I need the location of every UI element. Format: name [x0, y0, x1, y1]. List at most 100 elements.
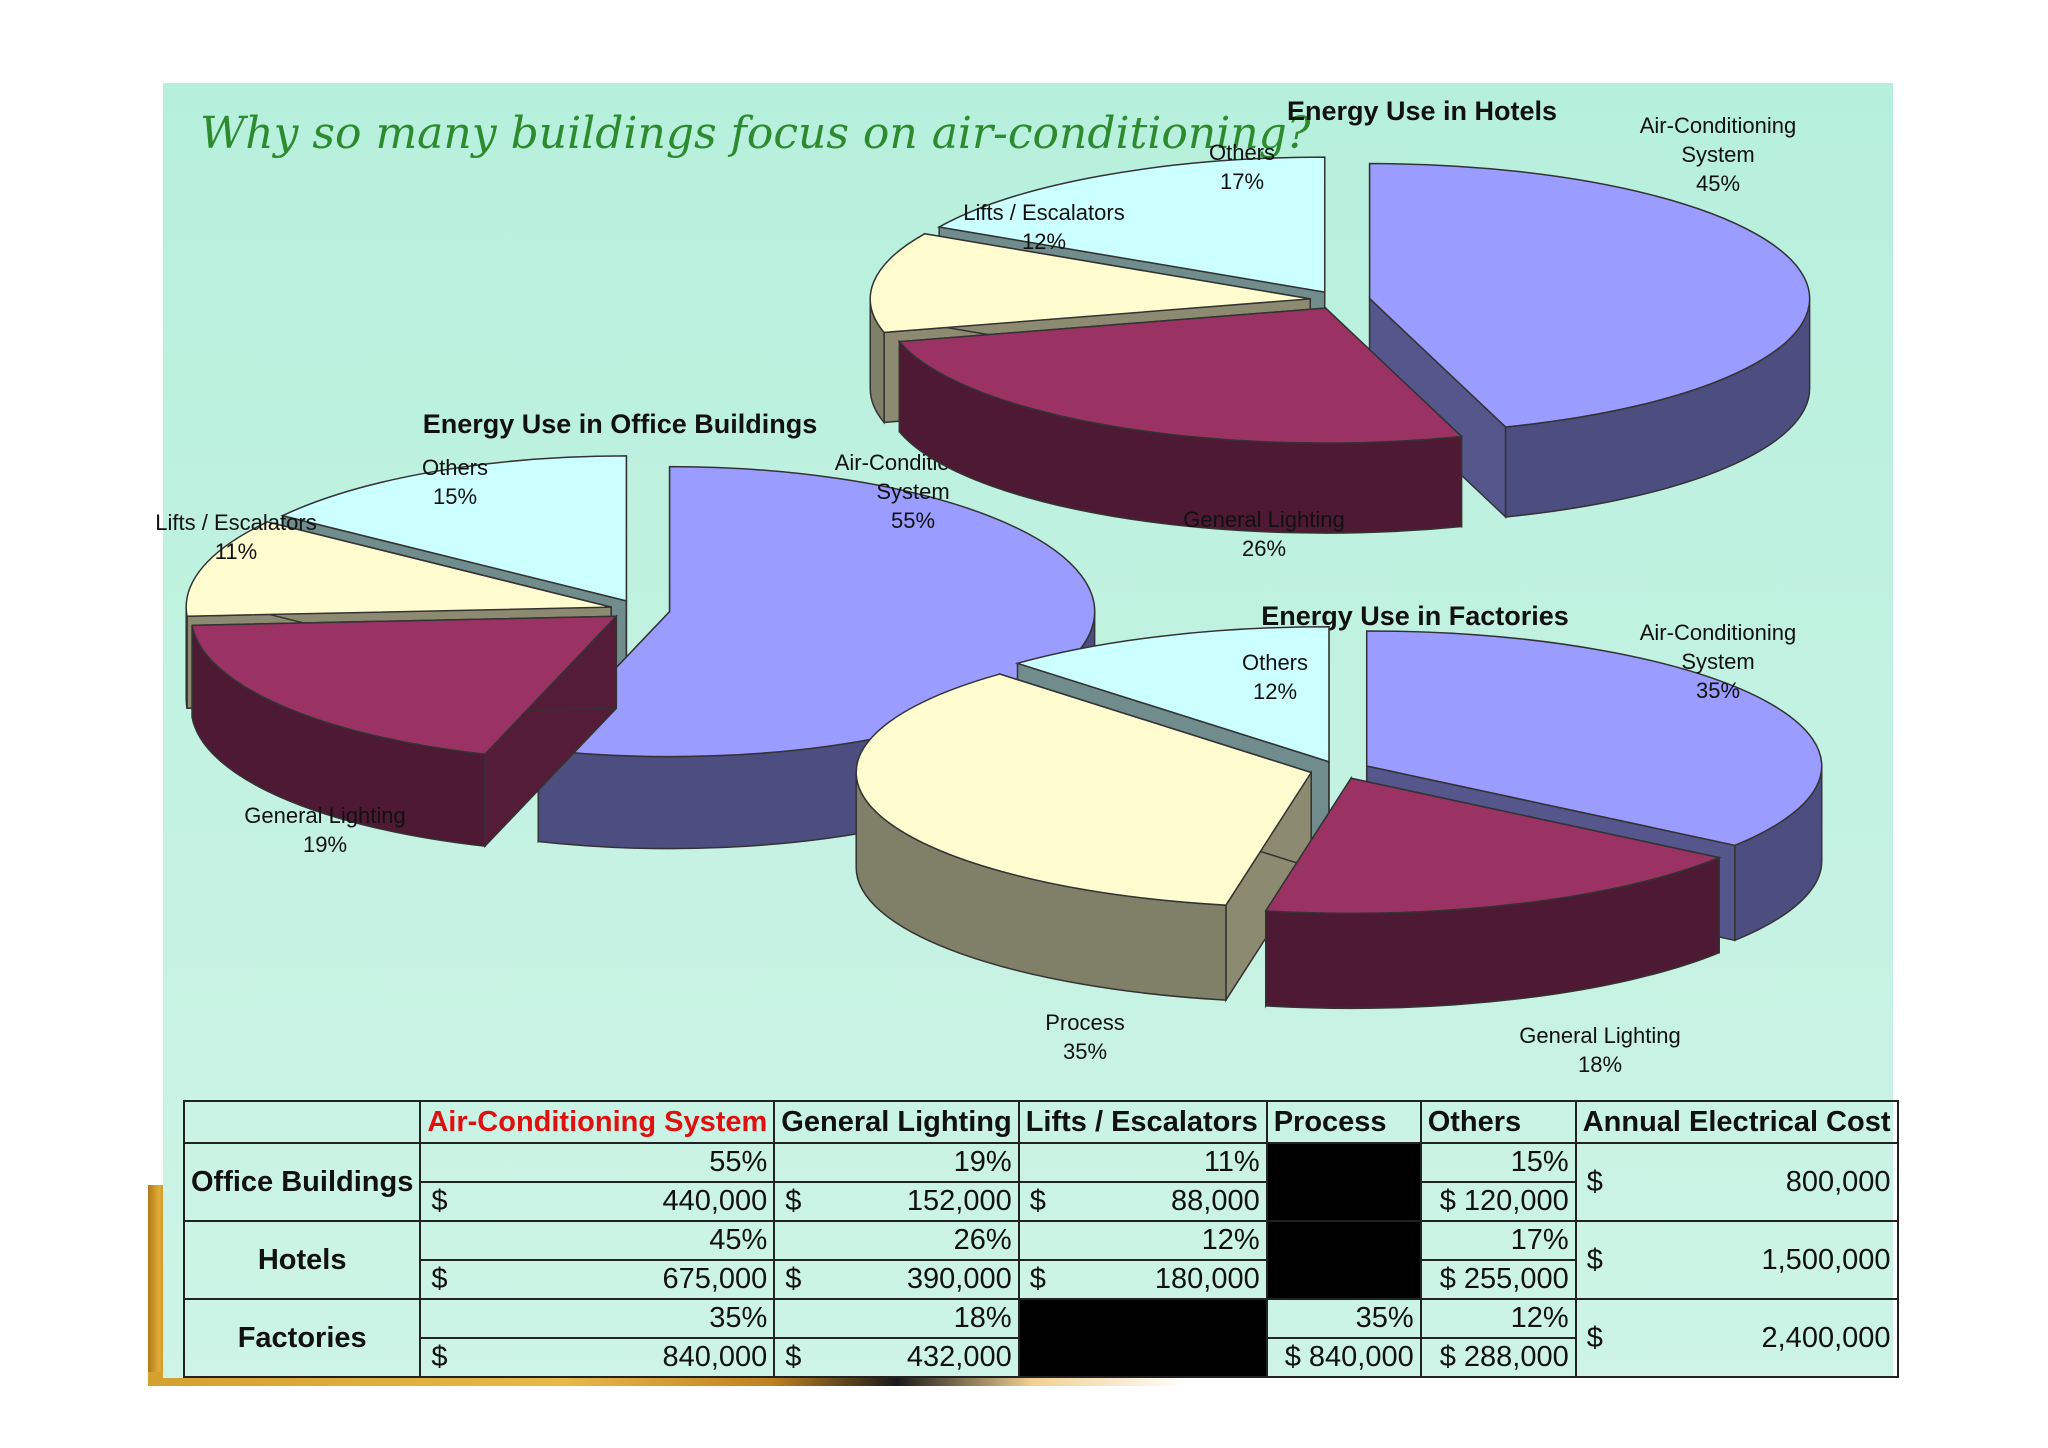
annual-cost-value: 1,500,000	[1761, 1243, 1891, 1276]
pie-slice-air-conditioning-system	[1368, 162, 1811, 519]
hotels-pie-slices: Air-Conditioning System 45% General Lightin…	[869, 113, 1811, 561]
pie-label-others: Others 15%	[422, 455, 488, 509]
cell-annual-cost: $800,000	[1574, 1142, 1899, 1222]
cell-gl-pct: 26%	[773, 1220, 1020, 1261]
le-cost-value: 88,000	[1171, 1185, 1260, 1217]
pie-label-others: Others 17%	[1209, 140, 1275, 194]
hotels-pie-chart: Energy Use in Hotels Air-Conditioning Sys…	[869, 96, 1811, 561]
pie-label-percent: 45%	[1696, 171, 1740, 196]
pie-slice-top-face	[191, 615, 619, 755]
currency-sign: $	[431, 1185, 448, 1217]
cell-others-cost: $ 288,000	[1419, 1337, 1577, 1378]
pie-slice-process	[855, 673, 1313, 1003]
pie-slice-general-lighting	[897, 306, 1464, 534]
cell-annual-cost: $1,500,000	[1574, 1220, 1899, 1300]
gl-cost-value: 390,000	[906, 1263, 1012, 1295]
table-row: $840,000 $432,000 $ 840,000 $ 288,000	[184, 1337, 1898, 1378]
pie-label-general-lighting: General Lighting 18%	[1519, 1023, 1680, 1077]
pie-label-text: Air-Conditioning	[1640, 620, 1797, 645]
table-row: Hotels 45% 26% 12% 17% $1,500,000	[182, 1220, 1899, 1300]
pie-label-percent: 17%	[1220, 169, 1264, 194]
table-header-others: Others	[1419, 1100, 1577, 1144]
gl-cost-value: 432,000	[906, 1341, 1012, 1373]
cell-process-na	[1265, 1220, 1422, 1300]
cell-le-pct: 12%	[1017, 1220, 1268, 1261]
pie-label-percent: 18%	[1578, 1052, 1622, 1077]
table-row: Factories 35% 18% 35% 12% $2,400,000	[182, 1298, 1899, 1378]
pie-label-text: System	[1681, 142, 1754, 167]
currency-sign: $	[785, 1185, 802, 1217]
row-label-factories: Factories	[182, 1298, 422, 1378]
pie-slice-outer-wall	[185, 607, 188, 709]
currency-sign: $	[1029, 1263, 1046, 1295]
currency-sign: $	[785, 1341, 802, 1373]
ac-cost-value: 675,000	[662, 1263, 768, 1295]
pie-label-air-conditioning-system: Air-Conditioning System 45%	[1640, 113, 1797, 196]
pie-label-others: Others 12%	[1242, 650, 1308, 704]
table-row: $440,000 $152,000 $88,000 $ 120,000	[184, 1181, 1898, 1222]
pie-label-percent: 55%	[891, 508, 935, 533]
cell-gl-cost: $152,000	[773, 1181, 1020, 1222]
pie-label-percent: 12%	[1253, 679, 1297, 704]
pie-label-text: System	[876, 479, 949, 504]
pie-label-general-lighting: General Lighting 26%	[1183, 507, 1344, 561]
table-header-air-conditioning: Air-Conditioning System	[419, 1100, 776, 1144]
cell-process-cost: $ 840,000	[1265, 1337, 1422, 1378]
table-row: Office Buildings 55% 19% 11% 15% $800,00…	[182, 1142, 1899, 1222]
pie-label-percent: 35%	[1063, 1039, 1107, 1064]
table-header-empty	[182, 1100, 422, 1144]
gl-cost-value: 152,000	[906, 1185, 1012, 1217]
pie-slice-top-face	[1365, 630, 1823, 847]
currency-sign: $	[1586, 1165, 1603, 1198]
pie-slice-top-face	[1264, 777, 1722, 915]
pie-slice-top-face	[869, 233, 1311, 334]
cell-gl-cost: $390,000	[773, 1259, 1020, 1300]
energy-cost-table: Air-Conditioning System General Lighting…	[182, 1100, 1899, 1378]
cell-ac-cost: $675,000	[419, 1259, 776, 1300]
factories-pie-chart: Energy Use in Factories Air-Conditioning…	[855, 601, 1823, 1077]
factories-chart-title: Energy Use in Factories	[1261, 601, 1569, 631]
pie-label-percent: 15%	[433, 484, 477, 509]
cell-annual-cost: $2,400,000	[1574, 1298, 1899, 1378]
pie-label-percent: 26%	[1242, 536, 1286, 561]
currency-sign: $	[1586, 1321, 1603, 1354]
pie-slice-general-lighting	[1264, 775, 1722, 1010]
cell-others-cost: $ 120,000	[1419, 1181, 1577, 1222]
ac-cost-value: 440,000	[662, 1185, 768, 1217]
hotels-chart-title: Energy Use in Hotels	[1287, 96, 1557, 126]
cell-process-na	[1265, 1142, 1422, 1222]
pie-slice-top-face	[936, 156, 1326, 293]
table-header-row: Air-Conditioning System General Lighting…	[182, 1100, 1899, 1144]
annual-cost-value: 2,400,000	[1761, 1321, 1891, 1354]
pie-label-lifts-escalators: Lifts / Escalators 12%	[963, 200, 1124, 254]
pie-label-text: Air-Conditioning	[1640, 113, 1797, 138]
pie-slice-top-face	[1368, 162, 1811, 428]
cell-ac-pct: 55%	[419, 1142, 776, 1183]
pie-slice-top-face	[536, 465, 1096, 758]
cell-gl-pct: 19%	[773, 1142, 1020, 1183]
cell-others-cost: $ 255,000	[1419, 1259, 1577, 1300]
cell-ac-pct: 45%	[419, 1220, 776, 1261]
currency-sign: $	[785, 1263, 802, 1295]
pie-label-text: Others	[1209, 140, 1275, 165]
pie-label-percent: 19%	[303, 832, 347, 857]
cell-others-pct: 15%	[1419, 1142, 1577, 1183]
pie-label-text: Others	[422, 455, 488, 480]
pie-slice-top-face	[855, 673, 1313, 906]
pie-label-text: General Lighting	[1183, 507, 1344, 532]
pie-label-process: Process 35%	[1045, 1010, 1124, 1064]
pie-label-text: Lifts / Escalators	[963, 200, 1124, 225]
table-header-general-lighting: General Lighting	[773, 1100, 1020, 1144]
pie-label-text: General Lighting	[1519, 1023, 1680, 1048]
pie-slice-top-face	[185, 521, 612, 618]
annual-cost-value: 800,000	[1785, 1165, 1891, 1198]
table-header-annual-cost: Annual Electrical Cost	[1574, 1100, 1899, 1144]
currency-sign: $	[1029, 1185, 1046, 1217]
pie-label-percent: 11%	[215, 539, 257, 564]
cell-ac-cost: $440,000	[419, 1181, 776, 1222]
table-header-lifts-escalators: Lifts / Escalators	[1017, 1100, 1268, 1144]
currency-sign: $	[431, 1341, 448, 1373]
row-label-hotels: Hotels	[182, 1220, 422, 1300]
